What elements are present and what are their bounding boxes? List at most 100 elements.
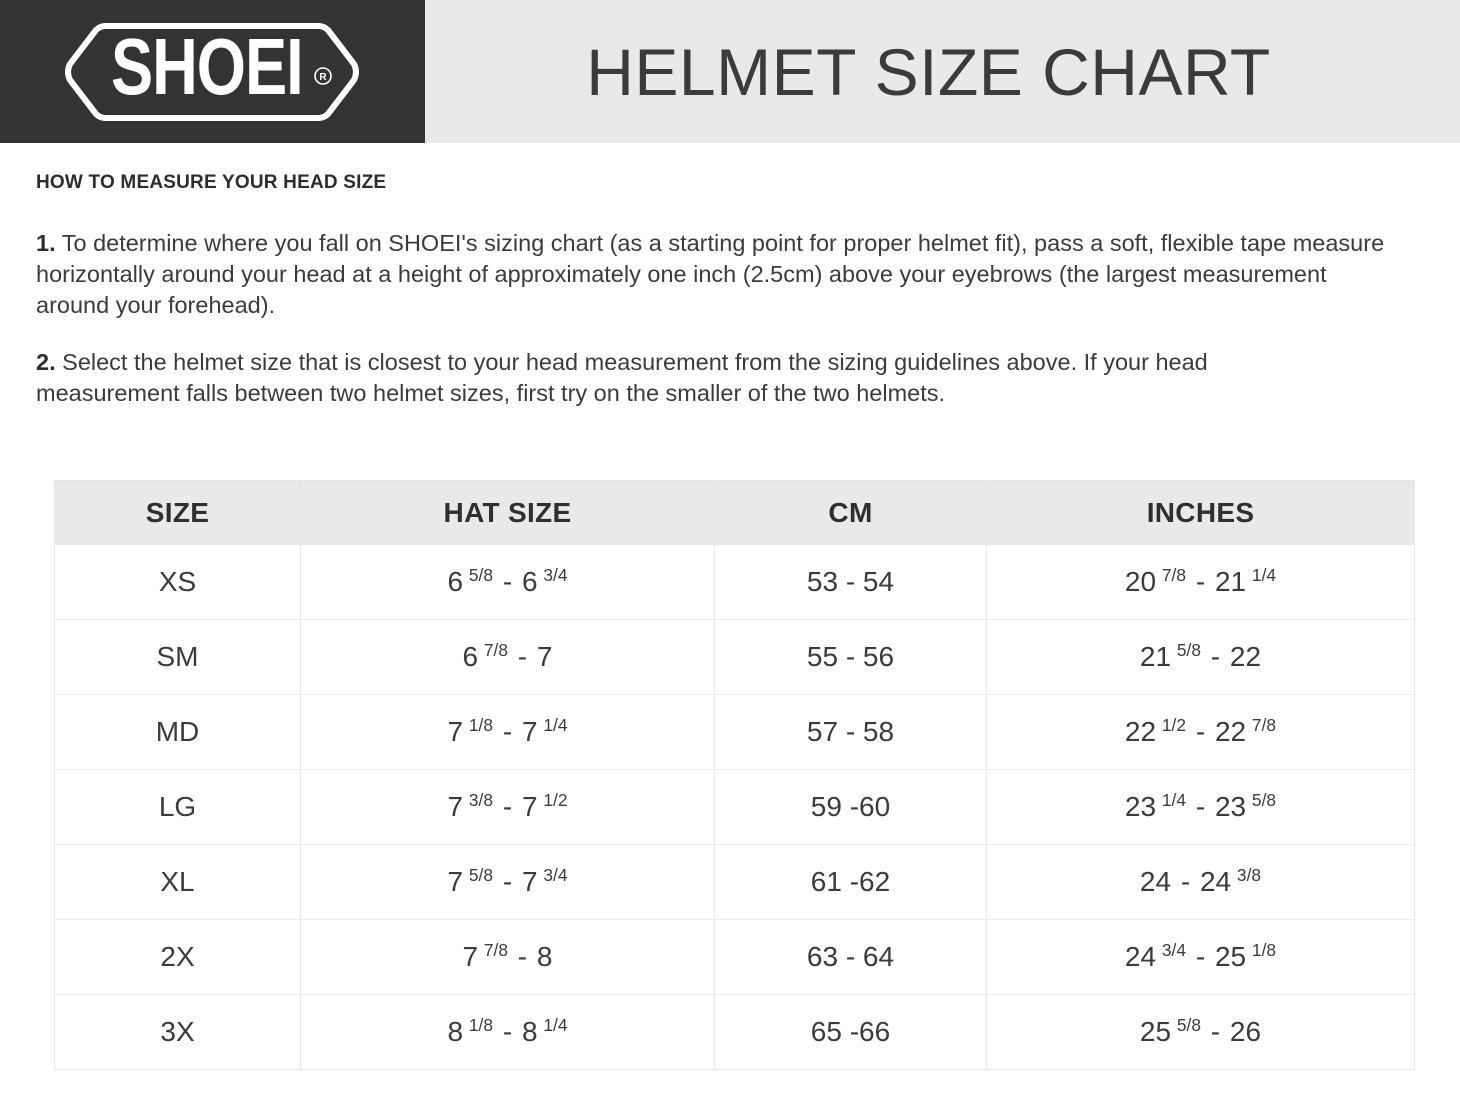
- cell-inches: 23 1/4 - 23 5/8: [986, 769, 1415, 845]
- table-row: SM 6 7/8 - 7 55 - 56 21 5/8 - 22: [54, 619, 1415, 695]
- range-high: 8: [536, 941, 553, 972]
- cell-size: SM: [54, 619, 301, 695]
- fraction: 1/4: [538, 714, 568, 735]
- cell-size: XL: [54, 844, 301, 920]
- range-separator: -: [495, 791, 520, 822]
- range-high: 25 1/8: [1214, 939, 1277, 972]
- range-separator: -: [495, 1016, 520, 1047]
- table-row: MD 7 1/8 - 7 1/4 57 - 58 22 1/2 - 22 7/8: [54, 694, 1415, 770]
- cell-hat-size: 7 3/8 - 7 1/2: [300, 769, 715, 845]
- range-high: 7 1/2: [521, 789, 568, 822]
- range-low: 21 5/8: [1139, 639, 1202, 672]
- table-row: XS 6 5/8 - 6 3/4 53 - 54 20 7/8 - 21 1/4: [54, 545, 1415, 620]
- size-chart-table: SIZE HAT SIZE CM INCHES XS 6 5/8 - 6 3/4 5…: [54, 480, 1415, 1070]
- range-separator: -: [495, 566, 520, 597]
- range-separator: -: [510, 641, 535, 672]
- cell-cm: 59 -60: [714, 769, 987, 845]
- range-separator: -: [1188, 941, 1213, 972]
- fraction: 3/8: [464, 789, 494, 810]
- fraction: 1/8: [464, 714, 494, 735]
- step-2-number: 2.: [36, 349, 56, 375]
- range-separator: -: [495, 716, 520, 747]
- fraction: 5/8: [1172, 1014, 1202, 1035]
- range-low: 7 1/8: [447, 714, 494, 747]
- fraction: 3/4: [538, 564, 568, 585]
- range-low: 7 7/8: [462, 939, 509, 972]
- brand-logo-block: SHOEI R: [0, 0, 425, 143]
- range-separator: -: [1203, 1016, 1228, 1047]
- range-high: 23 5/8: [1214, 789, 1277, 822]
- fraction: 5/8: [1172, 639, 1202, 660]
- fraction: 5/8: [464, 864, 494, 885]
- cell-cm: 53 - 54: [714, 545, 987, 620]
- range-high: 6 3/4: [521, 564, 568, 597]
- step-1-text: To determine where you fall on SHOEI's s…: [36, 230, 1385, 318]
- svg-text:R: R: [319, 72, 327, 83]
- cell-hat-size: 7 7/8 - 8: [300, 919, 715, 995]
- cell-cm: 61 -62: [714, 844, 987, 920]
- how-to-measure-heading: HOW TO MEASURE YOUR HEAD SIZE: [36, 172, 387, 193]
- cell-cm: 63 - 64: [714, 919, 987, 995]
- range-high: 7 3/4: [521, 864, 568, 897]
- range-low: 22 1/2: [1124, 714, 1187, 747]
- fraction: 3/4: [1157, 939, 1187, 960]
- range-high: 7 1/4: [521, 714, 568, 747]
- range-high: 22 7/8: [1214, 714, 1277, 747]
- fraction: 7/8: [479, 939, 509, 960]
- range-separator: -: [1203, 641, 1228, 672]
- fraction: 1/4: [538, 1014, 568, 1035]
- cell-size: MD: [54, 694, 301, 770]
- cell-hat-size: 8 1/8 - 8 1/4: [300, 994, 715, 1070]
- cell-inches: 20 7/8 - 21 1/4: [986, 545, 1415, 620]
- column-header-inches: INCHES: [986, 480, 1415, 545]
- range-high: 21 1/4: [1214, 564, 1277, 597]
- column-header-hat-size: HAT SIZE: [300, 480, 715, 545]
- cell-size: XS: [54, 545, 301, 620]
- cell-cm: 57 - 58: [714, 694, 987, 770]
- fraction: 1/2: [1157, 714, 1187, 735]
- instruction-step-1: 1. To determine where you fall on SHOEI'…: [36, 228, 1391, 321]
- range-separator: -: [495, 866, 520, 897]
- range-high: 22: [1229, 641, 1262, 672]
- instruction-step-2: 2. Select the helmet size that is closes…: [36, 347, 1326, 409]
- cell-cm: 55 - 56: [714, 619, 987, 695]
- cell-hat-size: 7 5/8 - 7 3/4: [300, 844, 715, 920]
- table-row: 2X 7 7/8 - 8 63 - 64 24 3/4 - 25 1/8: [54, 919, 1415, 995]
- cell-hat-size: 7 1/8 - 7 1/4: [300, 694, 715, 770]
- cell-inches: 24 - 24 3/8: [986, 844, 1415, 920]
- range-separator: -: [1173, 866, 1198, 897]
- cell-size: 2X: [54, 919, 301, 995]
- step-2-text: Select the helmet size that is closest t…: [36, 349, 1208, 406]
- cell-inches: 24 3/4 - 25 1/8: [986, 919, 1415, 995]
- range-low: 20 7/8: [1124, 564, 1187, 597]
- range-separator: -: [510, 941, 535, 972]
- range-high: 26: [1229, 1016, 1262, 1047]
- fraction: 1/4: [1247, 564, 1277, 585]
- range-low: 6 7/8: [462, 639, 509, 672]
- range-low: 7 3/8: [447, 789, 494, 822]
- cell-inches: 21 5/8 - 22: [986, 619, 1415, 695]
- page-title: HELMET SIZE CHART: [586, 34, 1271, 109]
- cell-hat-size: 6 7/8 - 7: [300, 619, 715, 695]
- fraction: 3/4: [538, 864, 568, 885]
- step-1-number: 1.: [36, 230, 56, 256]
- range-low: 23 1/4: [1124, 789, 1187, 822]
- cell-inches: 22 1/2 - 22 7/8: [986, 694, 1415, 770]
- fraction: 7/8: [1157, 564, 1187, 585]
- fraction: 7/8: [1247, 714, 1277, 735]
- svg-text:SHOEI: SHOEI: [111, 23, 303, 111]
- range-low: 8 1/8: [447, 1014, 494, 1047]
- cell-size: LG: [54, 769, 301, 845]
- range-high: 24 3/8: [1199, 864, 1262, 897]
- cell-inches: 25 5/8 - 26: [986, 994, 1415, 1070]
- range-separator: -: [1188, 716, 1213, 747]
- table-header-row: SIZE HAT SIZE CM INCHES: [54, 480, 1415, 545]
- table-row: XL 7 5/8 - 7 3/4 61 -62 24 - 24 3/8: [54, 844, 1415, 920]
- fraction: 1/2: [538, 789, 568, 810]
- fraction: 7/8: [479, 639, 509, 660]
- cell-size: 3X: [54, 994, 301, 1070]
- range-low: 24 3/4: [1124, 939, 1187, 972]
- range-separator: -: [1188, 791, 1213, 822]
- fraction: 5/8: [464, 564, 494, 585]
- range-low: 6 5/8: [447, 564, 494, 597]
